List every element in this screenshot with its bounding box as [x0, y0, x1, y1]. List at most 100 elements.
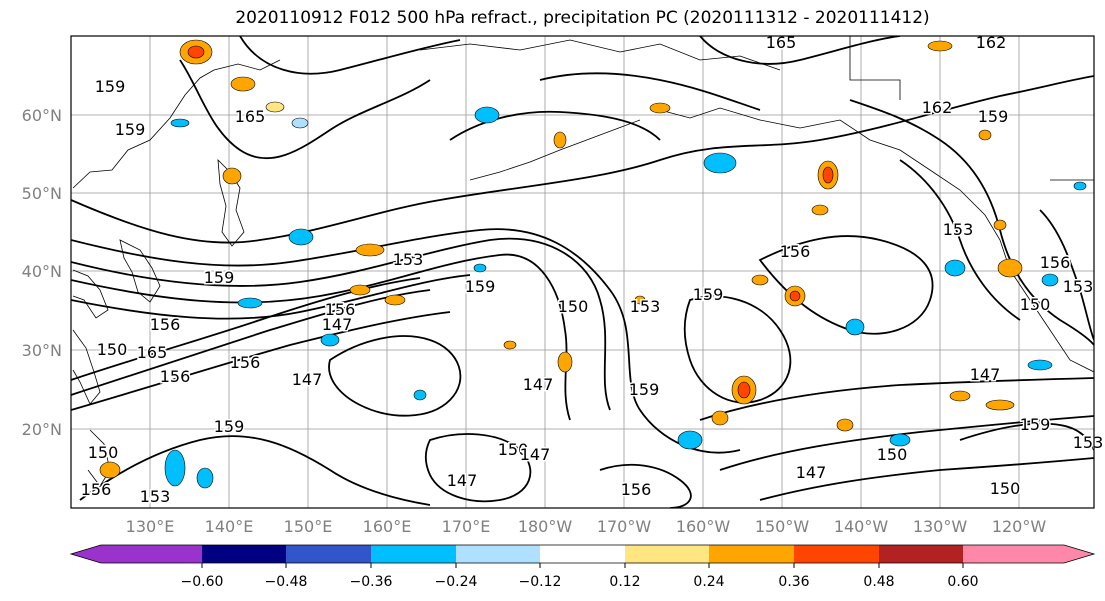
longitude-label: 170°E — [442, 517, 491, 536]
longitude-label: 160°E — [363, 517, 412, 536]
latitude-label: 50°N — [22, 184, 62, 203]
colorbar-segment — [371, 545, 456, 563]
precip-patch — [320, 333, 340, 347]
colorbar-segment — [456, 545, 540, 563]
contour-line — [328, 335, 462, 417]
contour-label: 159 — [204, 268, 235, 287]
coastline-siberia — [72, 59, 281, 189]
contour-line — [71, 277, 421, 381]
contour-line — [758, 235, 934, 335]
colorbar-segment — [709, 545, 794, 563]
colorbar-tick-label: −0.60 — [181, 574, 224, 590]
contour-line — [79, 435, 431, 506]
longitude-label: 130°E — [126, 517, 175, 536]
contour-label: 159 — [978, 107, 1009, 126]
contour-label: 162 — [976, 33, 1007, 52]
contour-line — [1039, 209, 1094, 341]
colorbar-tick-label: 0.36 — [778, 574, 809, 590]
precip-patch — [944, 259, 966, 277]
colorbar-extend-low — [71, 545, 101, 563]
precip-patch — [703, 152, 737, 174]
contour-label: 150 — [877, 445, 908, 464]
precip-patch — [889, 433, 911, 447]
latitude-labels: 60°N 50°N 40°N 30°N 20°N — [22, 106, 62, 439]
contour-label: 156 — [621, 480, 652, 499]
contour-line — [449, 110, 661, 141]
colorbar-tick-label: −0.24 — [435, 574, 478, 590]
precipitation-anomalies — [99, 39, 1087, 489]
precip-patch — [811, 204, 829, 216]
contour-line — [71, 237, 611, 411]
contour-label: 162 — [922, 98, 953, 117]
precip-patch — [553, 131, 567, 149]
contour-label: 159 — [1020, 415, 1051, 434]
contour-line — [424, 433, 532, 503]
contour-line — [699, 36, 901, 65]
precip-patch — [413, 389, 427, 401]
precip-patch — [649, 102, 671, 114]
colorbar-segment — [101, 545, 202, 563]
precip-patch — [474, 106, 500, 124]
colorbar-segment — [963, 545, 1064, 563]
precip-patch — [187, 45, 205, 59]
contour-label: 150 — [97, 340, 128, 359]
contour-line — [719, 415, 1094, 471]
colorbar-segment — [286, 545, 371, 563]
colorbar-tick-label: 0.24 — [693, 574, 724, 590]
precip-patch — [164, 449, 186, 487]
longitude-label: 120°W — [992, 517, 1047, 536]
contour-label: 153 — [140, 487, 171, 506]
precip-patch — [978, 129, 992, 141]
precip-patch — [355, 243, 385, 257]
contour-label: 156 — [160, 367, 191, 386]
colorbar-segment — [794, 545, 879, 563]
precip-patch — [1041, 273, 1059, 287]
contour-line — [899, 159, 1021, 321]
precip-patch — [836, 418, 854, 432]
coastline-korea — [72, 269, 109, 319]
precip-patch — [557, 351, 573, 373]
contour-label: 147 — [447, 471, 478, 490]
colorbar-tick-label: −0.36 — [350, 574, 393, 590]
contour-label: 159 — [115, 120, 146, 139]
precip-patch — [384, 294, 406, 306]
contour-line — [71, 75, 1094, 244]
contour-line — [699, 377, 1094, 421]
contour-label: 153 — [943, 220, 974, 239]
contour-label: 159 — [465, 277, 496, 296]
contour-label: 147 — [520, 445, 551, 464]
colorbar-segment — [202, 545, 286, 563]
contour-label: 156 — [230, 353, 261, 372]
refractivity-contours — [71, 36, 1094, 508]
contour-label: 147 — [322, 315, 353, 334]
contour-label: 156 — [780, 242, 811, 261]
colorbar-extend-high — [1064, 545, 1094, 563]
precip-patch — [237, 297, 263, 309]
longitude-label: 180°W — [518, 517, 573, 536]
precip-patch — [993, 219, 1007, 231]
colorbar — [69, 544, 1096, 564]
contour-line — [179, 59, 431, 160]
map-frame — [70, 35, 1095, 509]
latitude-label: 40°N — [22, 262, 62, 281]
colorbar-tick-label: −0.48 — [265, 574, 308, 590]
longitude-label: 170°W — [597, 517, 652, 536]
colorbar-segment — [625, 545, 709, 563]
longitude-labels: 130°E 140°E 150°E 160°E 170°E 180°W 170°W 160°W… — [126, 517, 1047, 536]
precip-patch — [196, 467, 214, 489]
colorbar-tick-label: 0.60 — [947, 574, 978, 590]
colorbar-tick-label: 0.12 — [609, 574, 640, 590]
contour-line — [71, 228, 741, 454]
precip-patch — [949, 390, 971, 402]
precip-patch — [349, 284, 371, 296]
contour-label: 150 — [498, 440, 529, 459]
precip-patch — [288, 228, 314, 246]
border-alaska-canada — [849, 36, 901, 100]
contour-line — [539, 72, 761, 111]
precip-patch — [737, 381, 751, 399]
precip-patch — [927, 40, 953, 52]
longitude-label: 140°E — [205, 517, 254, 536]
colorbar-outline — [69, 544, 1096, 564]
contour-line — [959, 422, 1094, 451]
